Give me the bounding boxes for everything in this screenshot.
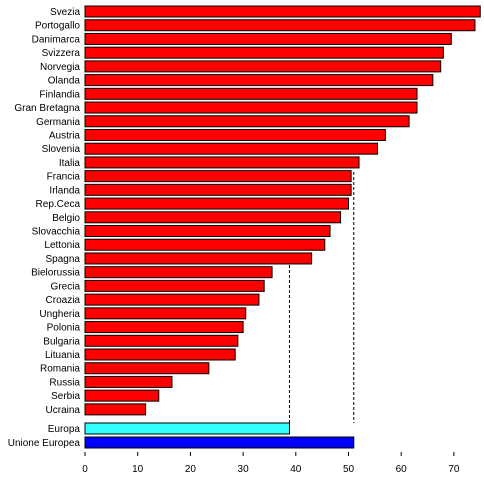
bar-italia [84,156,360,169]
category-label-lettonia: Lettonia [44,240,80,251]
bar-spagna [84,252,313,265]
category-label-finlandia: Finlandia [39,89,80,100]
bar-francia [84,170,352,183]
x-tick-label-20: 20 [185,464,197,475]
reference-lines [288,172,355,423]
bar-irlanda [84,183,352,196]
bar-belgio [84,211,342,224]
category-label-bielorussia: Bielorussia [31,268,80,279]
category-labels: Svezia Portogallo Danimarca Svizzera Norvegi… [8,7,81,449]
x-tick-label-40: 40 [290,464,302,475]
category-label-croazia: Croazia [46,295,81,306]
bar-gran-bretagna [84,101,418,114]
category-label-romania: Romania [40,364,80,375]
category-label-slovacchia: Slovacchia [32,227,81,238]
bar-ungheria [84,307,247,320]
bar-bulgaria [84,334,239,347]
category-label-rep-ceca: Rep.Ceca [36,199,81,210]
x-tick-label-10: 10 [132,464,144,475]
category-label-danimarca: Danimarca [32,34,81,45]
category-label-spagna: Spagna [46,254,81,265]
bar-norvegia [84,60,442,73]
category-label-bulgaria: Bulgaria [43,336,80,347]
bar-romania [84,362,210,375]
category-label-slovenia: Slovenia [42,144,81,155]
bar-serbia [84,389,160,402]
bars-group [84,5,481,449]
category-label-ucraina: Ucraina [46,405,81,416]
bar-slovenia [84,142,378,155]
bar-svizzera [84,46,444,59]
category-label-olanda: Olanda [48,76,81,87]
category-label-francia: Francia [47,172,81,183]
category-label-italia: Italia [59,158,81,169]
bar-ucraina [84,403,147,416]
x-axis: 0 10 20 30 40 50 60 70 [82,452,460,475]
category-label-russia: Russia [49,377,80,388]
bar-austria [84,128,386,141]
x-tick-label-70: 70 [448,464,460,475]
category-label-polonia: Polonia [47,323,81,334]
bar-lituania [84,348,236,361]
bar-danimarca [84,32,452,45]
category-label-portogallo: Portogallo [35,21,80,32]
bar-slovacchia [84,225,331,238]
category-label-germania: Germania [36,117,80,128]
bar-russia [84,375,173,388]
bar-finlandia [84,87,418,100]
bar-svezia [84,5,481,18]
bar-polonia [84,321,244,334]
category-label-europa: Europa [48,424,81,435]
category-label-serbia: Serbia [51,391,80,402]
category-label-grecia: Grecia [51,281,81,292]
x-tick-label-60: 60 [396,464,408,475]
bar-rep-ceca [84,197,349,210]
bar-unione-europea [84,436,355,449]
x-tick-label-0: 0 [82,464,88,475]
bar-lettonia [84,238,326,251]
category-label-ungheria: Ungheria [39,309,80,320]
bar-grecia [84,279,265,292]
category-label-irlanda: Irlanda [49,185,80,196]
category-label-norvegia: Norvegia [40,62,80,73]
category-label-gran-bretagna: Gran Bretagna [14,103,80,114]
bar-germania [84,115,410,128]
bar-olanda [84,74,434,87]
x-tick-label-50: 50 [343,464,355,475]
category-label-unione-europea: Unione Europea [8,438,81,449]
bar-portogallo [84,19,476,32]
x-tick-label-30: 30 [238,464,250,475]
category-label-svizzera: Svizzera [42,48,81,59]
bar-bielorussia [84,266,273,279]
category-label-belgio: Belgio [52,213,80,224]
bar-croazia [84,293,260,306]
category-label-austria: Austria [49,130,81,141]
bar-europa [84,422,290,435]
category-label-lituania: Lituania [45,350,80,361]
category-label-svezia: Svezia [50,7,80,18]
